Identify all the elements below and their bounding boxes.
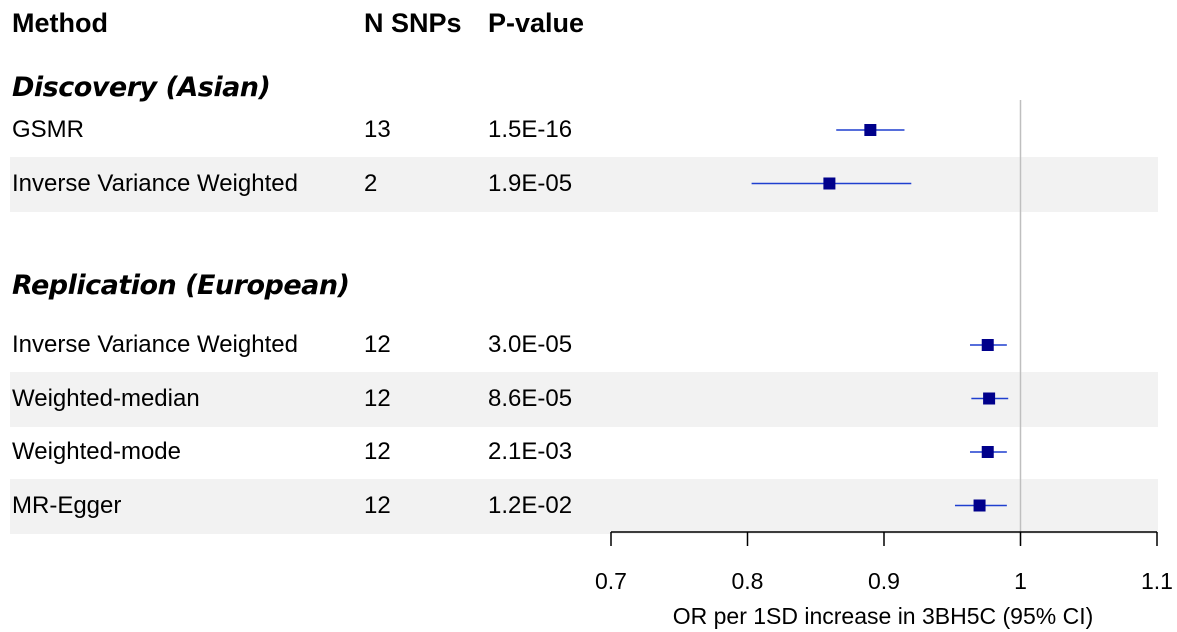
point-estimate <box>981 339 994 351</box>
point-estimate <box>981 446 994 458</box>
p-value: 1.9E-05 <box>488 169 573 197</box>
n-snps-value: 12 <box>364 438 391 465</box>
header-n-snps: N SNPs <box>364 8 462 38</box>
method-label: GSMR <box>12 116 84 143</box>
x-tick-label: 1 <box>1014 568 1027 594</box>
x-tick-label: 0.9 <box>868 568 900 594</box>
method-label: Weighted-median <box>12 384 200 412</box>
x-tick-label: 0.7 <box>595 568 627 594</box>
x-tick-label: 0.8 <box>732 568 764 594</box>
x-axis-title: OR per 1SD increase in 3BH5C (95% CI) <box>673 603 1094 629</box>
p-value: 1.2E-02 <box>488 491 573 519</box>
section-title: Replication (European) <box>12 270 350 301</box>
n-snps-value: 13 <box>364 116 391 143</box>
n-snps-value: 12 <box>364 331 391 358</box>
n-snps-value: 12 <box>364 384 391 412</box>
row-band <box>10 156 1158 212</box>
p-value: 2.1E-03 <box>488 438 573 465</box>
section-title: Discovery (Asian) <box>12 72 271 103</box>
method-label: Inverse Variance Weighted <box>12 169 298 197</box>
n-snps-value: 12 <box>364 491 391 519</box>
method-label: MR-Egger <box>12 491 122 519</box>
header-p-value: P-value <box>488 8 585 38</box>
p-value: 1.5E-16 <box>488 116 573 143</box>
method-label: Weighted-mode <box>12 438 181 465</box>
row-band <box>10 371 1158 427</box>
method-label: Inverse Variance Weighted <box>12 331 298 358</box>
header-method: Method <box>12 8 108 38</box>
x-tick-label: 1.1 <box>1141 568 1173 594</box>
point-estimate <box>973 499 986 512</box>
n-snps-value: 2 <box>364 169 378 197</box>
point-estimate <box>864 124 877 136</box>
p-value: 3.0E-05 <box>488 331 573 358</box>
p-value: 8.6E-05 <box>488 384 573 412</box>
point-estimate <box>823 177 836 190</box>
point-estimate <box>983 392 996 405</box>
